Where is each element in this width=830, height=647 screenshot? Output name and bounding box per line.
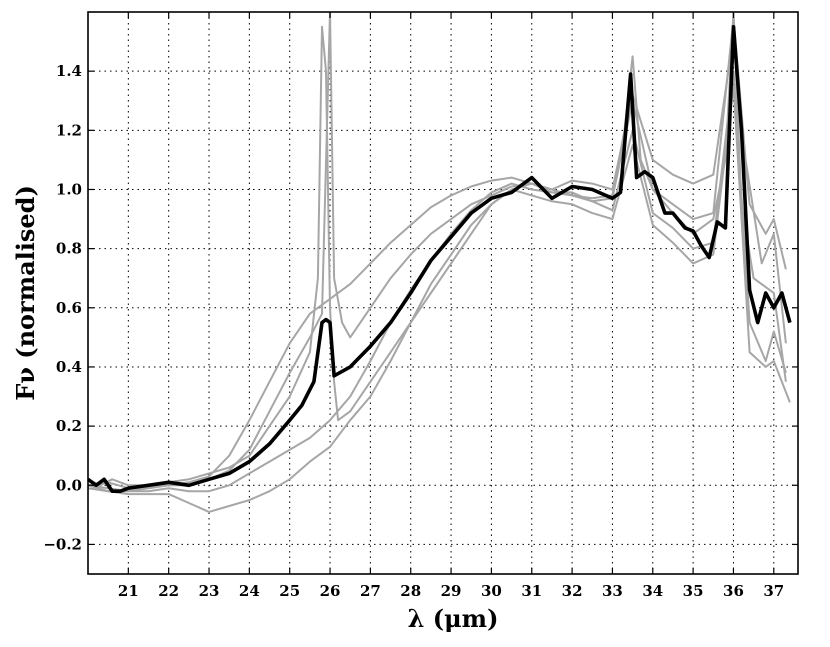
y-tick-label: 0.4	[56, 358, 82, 376]
x-tick-label: 29	[441, 582, 462, 600]
x-tick-label: 31	[521, 582, 542, 600]
x-tick-label: 28	[400, 582, 421, 600]
y-tick-label: 1.4	[56, 62, 82, 80]
x-axis-label: λ (μm)	[408, 604, 499, 633]
y-tick-label: 0.2	[56, 417, 82, 435]
y-tick-label: 1.0	[56, 180, 82, 198]
x-tick-labels: 21 22 23 24 25 26 27 28 29 30 31 32 33 34 35 36 37	[118, 582, 784, 600]
individual-spectrum-line	[88, 70, 787, 493]
y-tick-labels: −0.2 0.0 0.2 0.4 0.6 0.8 1.0 1.2 1.4	[43, 62, 82, 553]
individual-spectrum-line	[88, 84, 791, 513]
x-tick-label: 36	[723, 582, 744, 600]
axis-ticks	[88, 12, 798, 574]
y-tick-label: 0.8	[56, 240, 82, 258]
x-tick-label: 25	[279, 582, 300, 600]
y-tick-label: 0.0	[56, 476, 82, 494]
plot-background	[88, 12, 798, 574]
plot-frame	[87, 11, 799, 575]
x-tick-label: 32	[562, 582, 583, 600]
x-tick-label: 30	[481, 582, 502, 600]
x-tick-label: 27	[360, 582, 381, 600]
mean-series-group	[88, 24, 792, 494]
x-tick-label: 33	[602, 582, 623, 600]
x-tick-label: 35	[683, 582, 704, 600]
x-tick-label: 26	[320, 582, 341, 600]
x-tick-label: 21	[118, 582, 139, 600]
x-tick-label: 23	[199, 582, 220, 600]
y-tick-label: −0.2	[43, 535, 82, 553]
y-axis-label: Fν (normalised)	[11, 185, 40, 401]
x-tick-label: 24	[239, 582, 260, 600]
x-tick-label: 37	[763, 582, 784, 600]
individual-spectrum-line	[88, 34, 787, 493]
x-tick-label: 22	[158, 582, 179, 600]
mean-spectrum-line	[88, 24, 792, 494]
x-tick-label: 34	[642, 582, 663, 600]
y-tick-label: 1.2	[56, 121, 82, 139]
y-tick-label: 0.6	[56, 299, 82, 317]
